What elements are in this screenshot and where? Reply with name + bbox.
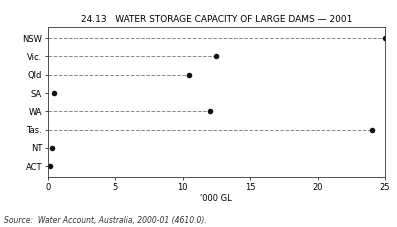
X-axis label: '000 GL: '000 GL: [200, 194, 232, 203]
Title: 24.13   WATER STORAGE CAPACITY OF LARGE DAMS — 2001: 24.13 WATER STORAGE CAPACITY OF LARGE DA…: [81, 15, 352, 24]
Text: Source:  Water Account, Australia, 2000-01 (4610.0).: Source: Water Account, Australia, 2000-0…: [4, 216, 207, 225]
